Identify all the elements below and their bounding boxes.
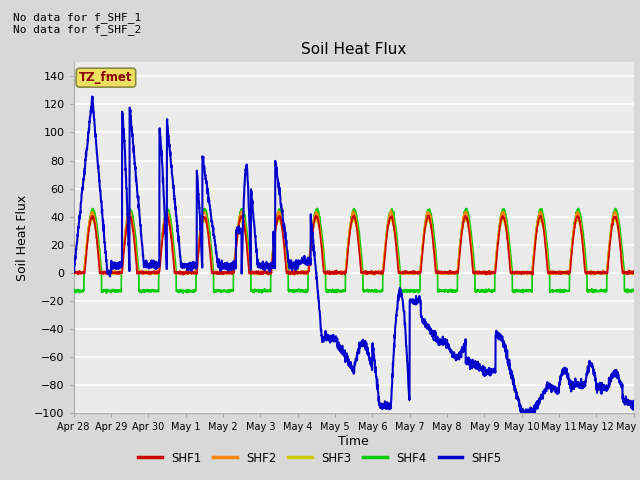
X-axis label: Time: Time [338, 434, 369, 448]
Text: TZ_fmet: TZ_fmet [79, 71, 132, 84]
Y-axis label: Soil Heat Flux: Soil Heat Flux [15, 194, 29, 281]
Title: Soil Heat Flux: Soil Heat Flux [301, 42, 406, 57]
Legend: SHF1, SHF2, SHF3, SHF4, SHF5: SHF1, SHF2, SHF3, SHF4, SHF5 [134, 447, 506, 469]
Text: No data for f_SHF_1
No data for f_SHF_2: No data for f_SHF_1 No data for f_SHF_2 [13, 12, 141, 36]
